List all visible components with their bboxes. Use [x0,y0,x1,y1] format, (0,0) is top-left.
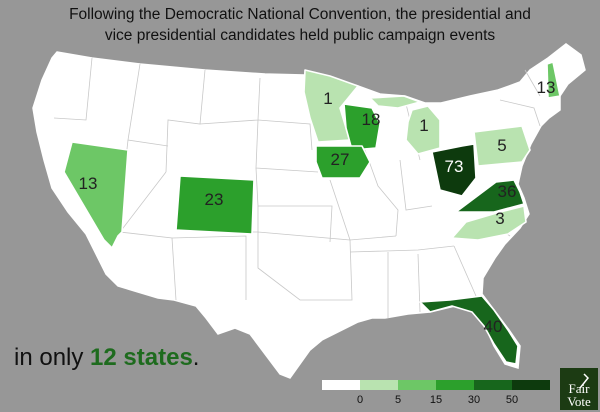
label-iowa: 27 [331,150,350,169]
logo-line-2: Vote [567,394,591,409]
label-north-carolina: 3 [495,209,504,228]
state-michigan-up [369,95,421,109]
footnote-suffix: . [192,344,200,371]
legend-tick-50: 50 [505,394,519,406]
legend-swatch-1 [360,380,398,390]
state-pennsylvania [473,125,531,167]
state-iowa [315,145,371,179]
label-wisconsin: 18 [362,110,381,129]
logo-line-1: Fair [568,381,590,396]
label-nevada: 13 [79,174,98,193]
state-ohio [431,143,477,197]
color-legend: 0 5 15 30 50 [322,380,552,408]
state-nevada [63,141,129,249]
legend-swatch-5 [512,380,550,390]
label-minnesota: 1 [323,89,332,108]
label-new-hampshire: 13 [537,78,556,97]
label-pennsylvania: 5 [497,136,506,155]
map-title: Following the Democratic National Conven… [0,4,600,46]
label-virginia: 36 [498,182,517,201]
legend-tick-30: 30 [467,394,481,406]
legend-swatch-0 [322,380,360,390]
legend-swatch-4 [474,380,512,390]
us-outline [32,43,586,379]
state-north-carolina [451,205,527,241]
state-wisconsin [343,103,381,151]
footnote-prefix: in only [14,344,91,371]
label-ohio: 73 [445,157,464,176]
legend-swatch-3 [436,380,474,390]
state-michigan [405,105,441,155]
legend-tick-15: 15 [429,394,443,406]
label-colorado: 23 [205,190,224,209]
legend-tick-5: 5 [394,394,402,406]
footnote: in only 12 states. [14,344,199,372]
legend-bar [322,380,550,390]
footnote-highlight: 12 states [90,344,193,371]
fairvote-logo: Fair Vote [560,368,598,410]
label-michigan: 1 [419,116,428,135]
map-title-line-1: Following the Democratic National Conven… [69,6,531,23]
map-title-line-2: vice presidential candidates held public… [104,27,496,44]
state-colorado [175,175,255,235]
checkmark-icon [579,373,590,389]
state-florida [419,295,519,365]
legend-swatch-2 [398,380,436,390]
state-virginia [455,179,525,213]
legend-tick-0: 0 [356,394,364,406]
state-new-hampshire [546,61,561,99]
label-florida: 40 [484,317,503,336]
